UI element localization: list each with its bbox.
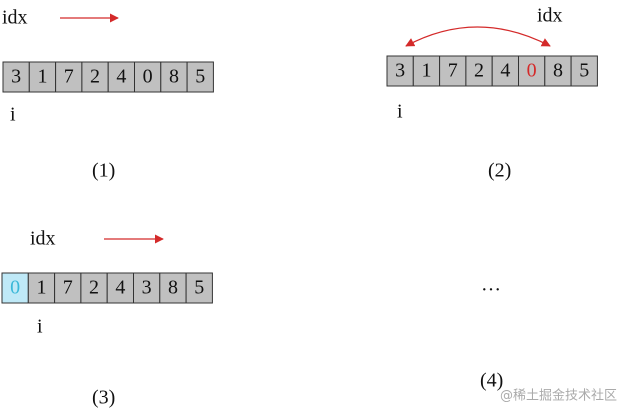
cell <box>159 272 187 304</box>
cell-value: 4 <box>500 60 510 82</box>
caption: (1) <box>92 160 115 182</box>
cell <box>106 272 134 304</box>
pointer-label: idx <box>537 5 563 27</box>
cell-value: 3 <box>142 277 152 299</box>
swap-arrow <box>405 26 551 47</box>
cell-value: 7 <box>63 277 73 299</box>
cell-value: 3 <box>395 60 405 82</box>
watermark: @稀土掘金技术社区 <box>500 388 617 404</box>
index-label: i <box>397 101 403 123</box>
cell-value: 7 <box>64 66 74 88</box>
caption: (2) <box>488 160 511 182</box>
cell-value: 2 <box>89 277 99 299</box>
caption: (3) <box>92 387 115 409</box>
cell-value: 4 <box>116 66 126 88</box>
cell <box>386 55 414 87</box>
cell <box>439 55 467 87</box>
cell-value: 4 <box>115 277 125 299</box>
cell-value: 1 <box>37 66 47 88</box>
cell-value: 0 <box>10 277 20 299</box>
cell <box>185 272 213 304</box>
cell-value: 8 <box>553 60 563 82</box>
caption: (4) <box>480 370 503 392</box>
pointer-label: idx <box>30 228 56 250</box>
cell-value: 7 <box>448 60 458 82</box>
cell-value: 5 <box>194 277 204 299</box>
cell <box>544 55 572 87</box>
cell <box>28 61 57 93</box>
cell <box>186 61 214 93</box>
cell-value: 1 <box>36 277 46 299</box>
cell-value: 5 <box>579 60 589 82</box>
cell-value: 1 <box>421 60 431 82</box>
cell-value: 8 <box>169 66 179 88</box>
cell-value: 3 <box>11 66 21 88</box>
cell <box>1 272 29 304</box>
cell-value: 0 <box>527 60 537 82</box>
cell-value: 2 <box>90 66 100 88</box>
cell <box>570 55 598 87</box>
pointer-label: idx <box>2 7 28 29</box>
cell <box>412 55 441 87</box>
index-label: i <box>37 316 43 338</box>
cell <box>133 272 161 304</box>
index-label: i <box>10 104 16 126</box>
cell-value: 8 <box>168 277 178 299</box>
cell <box>491 55 520 87</box>
cell <box>80 272 108 304</box>
cell-value: 2 <box>474 60 484 82</box>
cell <box>518 55 546 87</box>
cell <box>55 61 83 93</box>
cell-value: 0 <box>143 66 153 88</box>
cell-value: 5 <box>195 66 205 88</box>
ellipsis: … <box>481 274 501 296</box>
